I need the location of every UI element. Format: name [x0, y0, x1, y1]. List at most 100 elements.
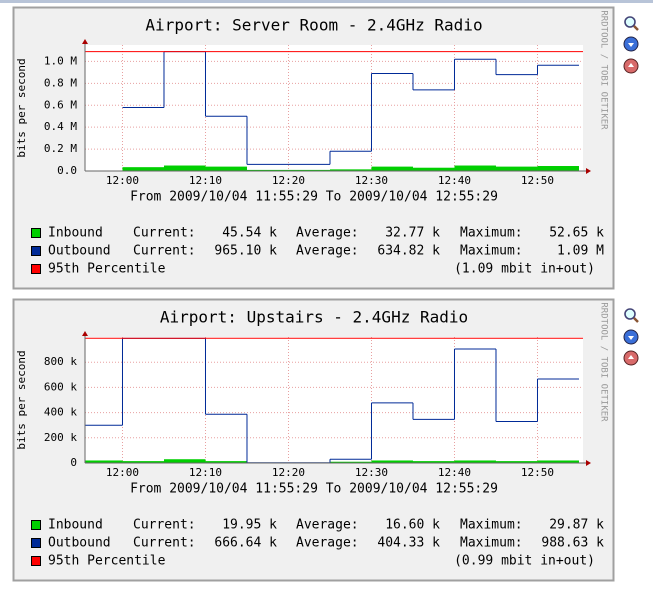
x-tick-label: 12:10 — [189, 174, 222, 187]
legend-key: Current: — [133, 536, 196, 551]
legend-key: Average: — [296, 518, 359, 533]
inbound-area — [329, 169, 372, 171]
x-tick-label: 12:40 — [438, 174, 471, 187]
legend-current: 19.95 k — [222, 518, 277, 533]
inbound-area — [288, 169, 330, 171]
legend-swatch — [31, 538, 41, 548]
inbound-area — [205, 461, 247, 463]
legend-current: 666.64 k — [214, 536, 277, 551]
legend-current: 965.10 k — [214, 244, 277, 259]
legend-key: Average: — [296, 226, 359, 241]
subtitle: From 2009/10/04 11:55:29 To 2009/10/04 1… — [130, 482, 498, 497]
legend-key: Maximum: — [460, 536, 523, 551]
inbound-area — [371, 166, 413, 171]
inbound-area — [122, 167, 164, 171]
legend-name: 95th Percentile — [48, 262, 166, 277]
x-tick-label: 12:20 — [272, 174, 305, 187]
legend-current: 45.54 k — [222, 226, 277, 241]
inbound-area — [163, 459, 206, 463]
axis-arrow — [82, 331, 88, 336]
legend-swatch — [31, 228, 41, 238]
inbound-area — [246, 169, 289, 171]
x-tick-label: 12:20 — [272, 466, 305, 479]
inbound-area — [205, 166, 247, 171]
legend-key: Current: — [133, 518, 196, 533]
axis-arrow — [82, 39, 88, 44]
inbound-area — [412, 167, 455, 171]
y-tick-label: 0 — [70, 456, 77, 469]
inbound-area — [371, 460, 413, 463]
y-tick-label: 200 k — [44, 431, 77, 444]
shift-down-icon[interactable] — [623, 36, 639, 52]
x-tick-label: 12:50 — [521, 174, 554, 187]
x-tick-label: 12:00 — [106, 174, 139, 187]
legend-name: Inbound — [48, 226, 103, 241]
y-axis-label: bits per second — [15, 58, 28, 157]
top-bar — [0, 0, 653, 3]
x-tick-label: 12:50 — [521, 466, 554, 479]
legend-key: Current: — [133, 244, 196, 259]
legend-maximum: 988.63 k — [541, 536, 604, 551]
legend-swatch — [31, 520, 41, 530]
legend-average: 404.33 k — [377, 536, 440, 551]
plot-area — [85, 45, 583, 171]
legend-key: Average: — [296, 536, 359, 551]
legend-swatch — [31, 246, 41, 256]
graph: Airport: Upstairs - 2.4GHz Radio bits per… — [12, 298, 615, 582]
chart-title: Airport: Server Room - 2.4GHz Radio — [145, 16, 482, 35]
legend-key: Maximum: — [460, 226, 523, 241]
legend-swatch — [31, 264, 41, 274]
outbound-riser — [121, 338, 538, 463]
inbound-area — [495, 166, 538, 171]
axis-arrow — [586, 460, 591, 466]
x-tick-label: 12:30 — [355, 174, 388, 187]
legend-key: Average: — [296, 244, 359, 259]
y-tick-label: 1.0 M — [44, 54, 77, 67]
legend-average: 32.77 k — [385, 226, 440, 241]
y-tick-label: 0.8 M — [44, 76, 77, 89]
percentile-label: (0.99 mbit in+out) — [454, 554, 595, 569]
legend-name: Inbound — [48, 518, 103, 533]
legend-maximum: 52.65 k — [549, 226, 604, 241]
zoom-icons — [623, 16, 639, 366]
inbound-area — [495, 461, 538, 463]
x-tick-label: 12:00 — [106, 466, 139, 479]
y-tick-label: 0.4 M — [44, 120, 77, 133]
legend-swatch — [31, 556, 41, 566]
subtitle: From 2009/10/04 11:55:29 To 2009/10/04 1… — [130, 190, 498, 205]
inbound-area — [537, 166, 579, 171]
inbound-area — [537, 460, 579, 463]
side-text: RRDTOOL / TOBI OETIKER — [599, 10, 609, 130]
inbound-area — [412, 461, 455, 463]
graph: Airport: Server Room - 2.4GHz Radio bits … — [12, 6, 615, 290]
legend-key: Current: — [133, 226, 196, 241]
legend-name: Outbound — [48, 244, 111, 259]
legend-average: 634.82 k — [377, 244, 440, 259]
side-text: RRDTOOL / TOBI OETIKER — [599, 302, 609, 422]
zoom-icon[interactable] — [624, 308, 639, 323]
legend-maximum: 1.09 M — [557, 244, 604, 259]
y-tick-label: 800 k — [44, 355, 77, 368]
x-tick-label: 12:10 — [189, 466, 222, 479]
shift-down-icon[interactable] — [623, 329, 639, 345]
shift-up-icon[interactable] — [623, 58, 639, 74]
inbound-area — [163, 165, 206, 171]
inbound-area — [122, 461, 164, 463]
y-tick-label: 0.2 M — [44, 142, 77, 155]
y-tick-label: 0.6 M — [44, 98, 77, 111]
plot-area — [85, 337, 583, 463]
shift-up-icon[interactable] — [623, 350, 639, 366]
outbound-riser — [163, 51, 538, 165]
y-tick-label: 0.0 — [57, 164, 77, 177]
legend-name: 95th Percentile — [48, 554, 166, 569]
legend-key: Maximum: — [460, 244, 523, 259]
zoom-icon[interactable] — [624, 16, 639, 31]
legend-name: Outbound — [48, 536, 111, 551]
x-tick-label: 12:40 — [438, 466, 471, 479]
y-tick-label: 600 k — [44, 380, 77, 393]
legend-maximum: 29.87 k — [549, 518, 604, 533]
inbound-area — [85, 460, 123, 463]
y-tick-label: 400 k — [44, 406, 77, 419]
legend-average: 16.60 k — [385, 518, 440, 533]
